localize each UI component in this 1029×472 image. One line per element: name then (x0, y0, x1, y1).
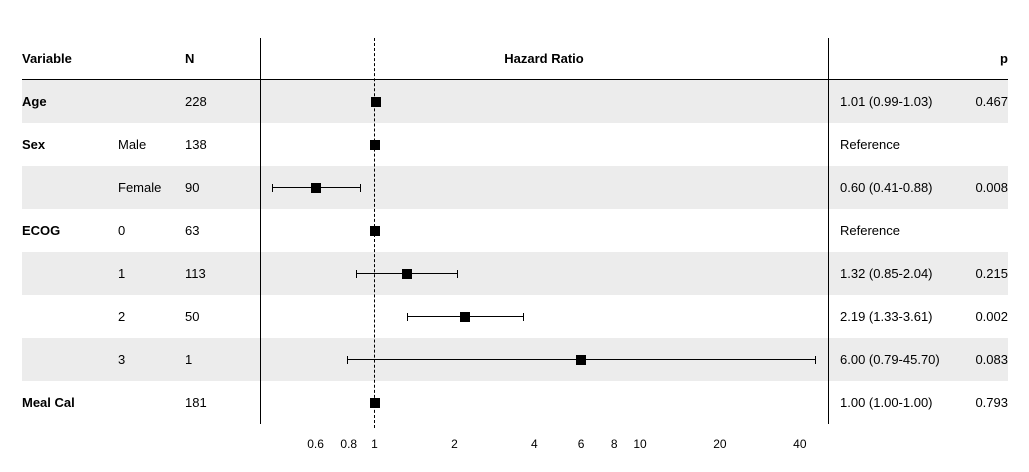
n-value: 1 (185, 352, 193, 367)
axis-tick-label: 6 (577, 437, 585, 451)
ci-cap-right (359, 183, 361, 192)
header-variable: Variable (22, 51, 72, 66)
plot-left-border (260, 38, 261, 424)
ci-cap-right (815, 355, 817, 364)
table-row: Sex Male 138 Reference (22, 123, 1008, 166)
variable-label: Sex (22, 137, 46, 152)
axis-tick-label: 0.6 (307, 437, 324, 451)
table-row: 1 113 1.32 (0.85-2.04) 0.215 (22, 252, 1008, 295)
axis-tick-label: 8 (610, 437, 618, 451)
hr-marker (310, 182, 321, 193)
axis-tick-label: 2 (451, 437, 458, 451)
hr-marker (401, 268, 412, 279)
ci-cap-left (407, 312, 409, 321)
table-row: ECOG 0 63 Reference (22, 209, 1008, 252)
axis-tick-label: 1 (371, 437, 378, 451)
axis-tick-label: 4 (531, 437, 538, 451)
header-n: N (185, 51, 195, 66)
n-value: 228 (185, 94, 207, 109)
header-p: p (1000, 51, 1008, 66)
p-value: 0.083 (975, 352, 1008, 367)
level-label: Male (118, 137, 147, 152)
hr-marker (576, 354, 587, 365)
p-value: 0.008 (975, 180, 1008, 195)
n-value: 90 (185, 180, 200, 195)
estimate-label: 0.60 (0.41-0.88) (840, 180, 933, 195)
estimate-label: 2.19 (1.33-3.61) (840, 309, 933, 324)
axis-tick-label: 10 (633, 437, 647, 451)
variable-label: Meal Cal (22, 395, 75, 410)
estimate-label: 6.00 (0.79-45.70) (840, 352, 940, 367)
n-value: 113 (185, 266, 206, 281)
ci-cap-left (347, 355, 349, 364)
n-value: 181 (185, 395, 207, 410)
level-label: 3 (118, 352, 126, 367)
ci-cap-left (271, 183, 273, 192)
n-value: 50 (185, 309, 200, 324)
n-value: 138 (185, 137, 207, 152)
estimate-label: Reference (840, 137, 900, 152)
plot-right-border (828, 38, 829, 424)
p-value: 0.215 (975, 266, 1008, 281)
level-label: 1 (118, 266, 126, 281)
estimate-label: 1.01 (0.99-1.03) (840, 94, 933, 109)
variable-label: ECOG (22, 223, 61, 238)
ci-cap-right (456, 269, 458, 278)
p-value: 0.467 (975, 94, 1008, 109)
ci-cap-left (355, 269, 357, 278)
level-label: Female (118, 180, 162, 195)
level-label: 2 (118, 309, 126, 324)
estimate-label: Reference (840, 223, 900, 238)
axis-tick-label: 0.8 (340, 437, 358, 451)
estimate-label: 1.32 (0.85-2.04) (840, 266, 933, 281)
p-value: 0.002 (975, 309, 1008, 324)
table-row: Age 228 1.01 (0.99-1.03) 0.467 (22, 80, 1008, 123)
header-hazard-ratio: Hazard Ratio (504, 51, 584, 66)
estimate-label: 1.00 (1.00-1.00) (840, 395, 933, 410)
table-row: Meal Cal 181 1.00 (1.00-1.00) 0.793 (22, 381, 1008, 424)
variable-label: Age (22, 94, 47, 109)
axis-tick-label: 20 (713, 437, 727, 451)
n-value: 63 (185, 223, 200, 238)
hr-marker (459, 311, 470, 322)
table-row: Female 90 0.60 (0.41-0.88) 0.008 (22, 166, 1008, 209)
hr-marker (370, 96, 381, 107)
level-label: 0 (118, 223, 126, 238)
p-value: 0.793 (975, 395, 1008, 410)
ci-cap-right (522, 312, 524, 321)
axis-tick-label: 40 (793, 437, 807, 451)
reference-line (374, 38, 375, 428)
